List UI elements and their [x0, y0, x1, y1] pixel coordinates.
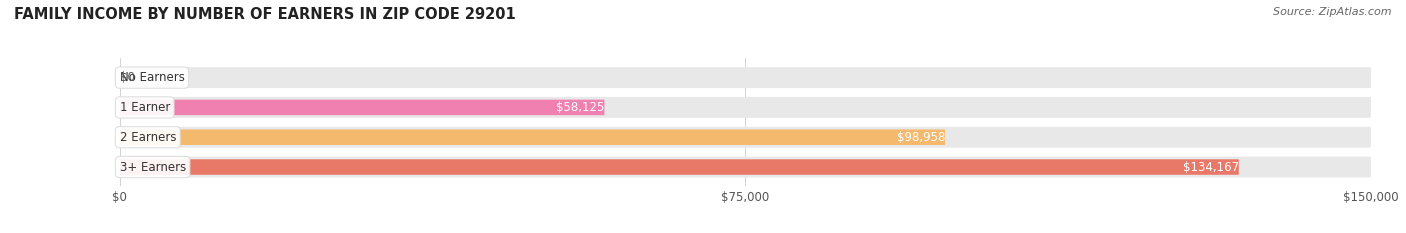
Text: $0: $0 — [120, 71, 135, 84]
FancyBboxPatch shape — [120, 159, 1239, 175]
Text: No Earners: No Earners — [120, 71, 184, 84]
Text: $134,167: $134,167 — [1182, 161, 1239, 174]
Text: $58,125: $58,125 — [555, 101, 605, 114]
Text: FAMILY INCOME BY NUMBER OF EARNERS IN ZIP CODE 29201: FAMILY INCOME BY NUMBER OF EARNERS IN ZI… — [14, 7, 516, 22]
FancyBboxPatch shape — [120, 67, 1371, 88]
Text: 2 Earners: 2 Earners — [120, 131, 176, 144]
Text: 1 Earner: 1 Earner — [120, 101, 170, 114]
FancyBboxPatch shape — [120, 100, 605, 115]
Text: 3+ Earners: 3+ Earners — [120, 161, 186, 174]
FancyBboxPatch shape — [120, 97, 1371, 118]
FancyBboxPatch shape — [120, 127, 1371, 148]
Text: $98,958: $98,958 — [897, 131, 945, 144]
FancyBboxPatch shape — [120, 157, 1371, 178]
Text: Source: ZipAtlas.com: Source: ZipAtlas.com — [1274, 7, 1392, 17]
FancyBboxPatch shape — [120, 130, 945, 145]
